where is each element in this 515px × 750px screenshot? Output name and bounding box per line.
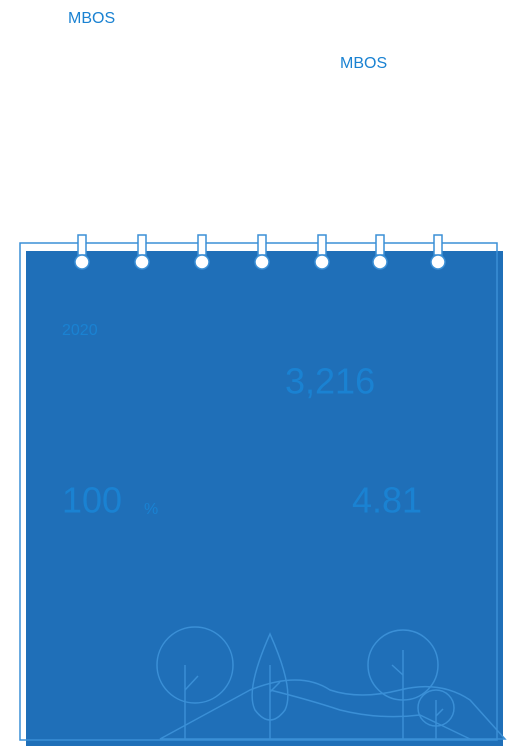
screen: MBOS MBOS 2020 3,216 100 % 4.81 (0, 0, 515, 750)
page: MBOS MBOS 2020 3,216 100 % 4.81 (0, 0, 515, 750)
brand-label: MBOS (340, 55, 387, 72)
year: 2020 (62, 322, 98, 339)
brand-label: MBOS (68, 10, 115, 27)
total: 3,216 (285, 361, 375, 402)
score: 4.81 (352, 480, 422, 521)
calendar-card: 2020 3,216 100 % 4.81 (20, 235, 505, 746)
rate-unit: % (144, 501, 158, 518)
rate-value: 100 (62, 480, 122, 521)
